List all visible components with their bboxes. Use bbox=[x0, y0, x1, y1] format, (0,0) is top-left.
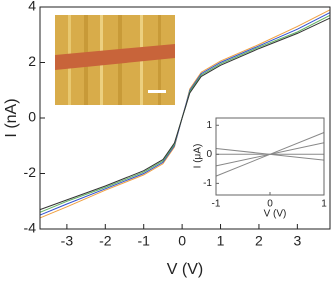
y-axis-label: I (μA) bbox=[193, 144, 204, 169]
inset-background bbox=[216, 118, 324, 195]
x-tick-label: -2 bbox=[99, 232, 112, 248]
y-tick-label: -4 bbox=[24, 220, 37, 236]
x-tick-label: 0 bbox=[267, 199, 273, 210]
y-tick-label: 4 bbox=[28, 0, 36, 14]
x-axis-label: V (V) bbox=[167, 261, 203, 278]
y-tick-label: 0 bbox=[206, 149, 212, 160]
x-tick-label: 1 bbox=[217, 232, 225, 248]
y-tick-label: -2 bbox=[24, 164, 37, 180]
y-tick-label: 2 bbox=[28, 53, 36, 69]
y-axis-label: I (nA) bbox=[3, 98, 20, 137]
x-tick-label: 0 bbox=[178, 232, 186, 248]
x-tick-label: -3 bbox=[61, 232, 74, 248]
x-tick-label: 2 bbox=[255, 232, 263, 248]
micrograph-inset bbox=[55, 15, 175, 105]
data-line bbox=[39, 17, 331, 211]
x-tick-label: 1 bbox=[321, 199, 327, 210]
y-tick-label: -1 bbox=[203, 178, 212, 189]
x-axis-label: V (V) bbox=[264, 209, 287, 220]
y-tick-label: 1 bbox=[206, 120, 212, 131]
data-line bbox=[215, 148, 325, 161]
x-tick-label: -1 bbox=[212, 199, 221, 210]
x-tick-label: -1 bbox=[137, 232, 150, 248]
y-tick-label: 0 bbox=[28, 109, 36, 125]
x-tick-label: 3 bbox=[293, 232, 301, 248]
